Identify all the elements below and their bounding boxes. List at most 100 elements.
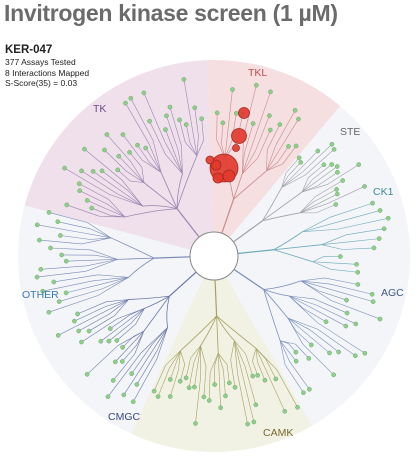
tree-branch: [37, 259, 118, 278]
kinase-node: [63, 290, 69, 296]
tree-branch: [194, 107, 199, 156]
tree-branch: [123, 327, 168, 396]
tree-branch: [88, 299, 129, 332]
kinase-node: [307, 386, 312, 392]
tree-branch: [74, 299, 129, 322]
kinase-node: [147, 118, 152, 124]
kinase-node: [362, 184, 367, 189]
hit-marker: [205, 155, 215, 165]
kinase-node: [338, 254, 343, 259]
tree-branch: [224, 113, 237, 159]
kinase-node: [46, 309, 52, 315]
kinase-node: [214, 110, 220, 116]
tree-branch: [194, 345, 201, 388]
kinase-node: [106, 338, 112, 344]
tree-branch: [91, 207, 125, 218]
kinase-node: [128, 95, 134, 101]
kinase-node: [120, 132, 126, 137]
kinase-node: [250, 373, 256, 379]
tree-branch: [237, 249, 274, 255]
kinase-node: [293, 349, 299, 355]
kinase-node: [72, 318, 77, 324]
kinase-node: [267, 127, 273, 133]
hit-markers: [205, 107, 250, 184]
tree-branch: [302, 202, 373, 233]
kinase-node: [34, 222, 40, 228]
tree-branch: [266, 146, 289, 172]
kinase-node: [40, 288, 46, 294]
tree-branch: [180, 315, 217, 352]
kinase-node: [336, 349, 341, 355]
tree-branch: [118, 156, 145, 183]
tree-branch: [263, 289, 289, 319]
tree-branch: [302, 217, 389, 233]
kinase-node: [218, 405, 223, 411]
kinase-node: [62, 165, 67, 171]
kinase-node: [292, 108, 298, 113]
kinase-node: [192, 384, 197, 390]
tree-branch: [216, 315, 257, 349]
kinase-node: [327, 350, 332, 356]
kinase-node: [369, 291, 375, 297]
tree-branch: [195, 345, 201, 424]
kinase-node: [58, 233, 63, 238]
tree-branch: [142, 205, 178, 210]
tree-branch: [58, 299, 129, 336]
compound-info: KER-047 377 Assays Tested 8 Interactions…: [5, 43, 89, 89]
hit-marker: [238, 107, 250, 119]
tree-branch: [79, 190, 126, 218]
kinase-node: [254, 82, 259, 88]
tree-branch: [279, 340, 297, 362]
tree-branch: [176, 208, 200, 238]
tree-branch: [300, 280, 374, 302]
tree-branch: [124, 208, 178, 218]
kinase-node: [76, 181, 82, 187]
tree-branch: [169, 271, 197, 297]
kinase-node: [331, 372, 336, 378]
tree-branch: [169, 107, 183, 174]
kinase-node: [282, 409, 288, 414]
kinase-node: [343, 323, 349, 329]
tree-branch: [263, 289, 281, 341]
tree-branch: [216, 112, 226, 159]
group-label-ste: STE: [340, 126, 360, 138]
tree-branch: [287, 317, 339, 353]
kinase-node: [267, 113, 272, 118]
tree-branch: [266, 110, 296, 171]
kinase-node: [90, 169, 96, 174]
tree-branch: [321, 238, 380, 245]
kinase-node: [75, 311, 80, 317]
tree-branch: [301, 164, 332, 193]
tree-branch: [312, 261, 358, 273]
tree-branch: [242, 123, 254, 174]
tree-branch: [116, 308, 145, 341]
kinase-node: [135, 142, 140, 148]
tree-branch: [40, 259, 118, 270]
kinase-node: [164, 113, 169, 119]
tree-branch: [143, 182, 178, 210]
tree-branch: [53, 274, 129, 283]
tree-branch: [66, 259, 118, 262]
group-label-agc: AGC: [381, 287, 404, 299]
group-label-tk: TK: [93, 103, 106, 115]
kinase-node: [377, 316, 383, 322]
tree-branch: [86, 331, 144, 375]
group-label-cmgc: CMGC: [108, 411, 140, 423]
kinase-node: [335, 191, 340, 197]
kinase-node: [381, 226, 387, 232]
tree-branch: [279, 340, 310, 390]
tree-branch: [214, 279, 218, 316]
kinase-node: [59, 252, 64, 258]
tree-branch: [266, 124, 281, 171]
tree-branch: [143, 92, 183, 174]
tree-branch: [255, 348, 286, 412]
kinase-node: [76, 328, 82, 334]
tree-root: [189, 231, 239, 281]
tree-branch: [300, 204, 336, 214]
kinase-node: [79, 339, 84, 345]
tree-branch: [273, 249, 313, 263]
tree-branch: [200, 345, 207, 397]
tree-branch: [288, 295, 366, 354]
kinase-node: [167, 377, 173, 382]
tree-branch: [289, 295, 356, 325]
